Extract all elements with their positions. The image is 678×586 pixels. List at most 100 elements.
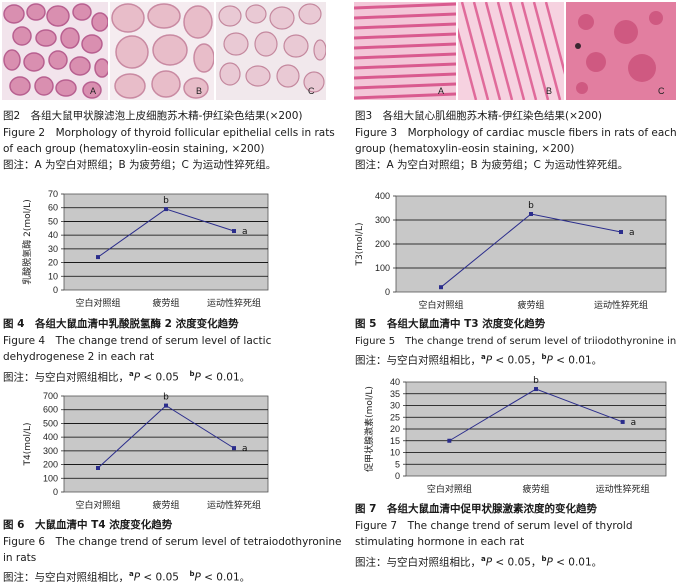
fig7-significance-label: b: [533, 376, 539, 386]
fig4-data-point: [232, 229, 236, 234]
fig3-panel-a-micrograph: [354, 2, 456, 100]
fig5-data-point: [619, 230, 623, 234]
fig7-note-a: a: [481, 555, 486, 563]
fig7-ytick-label: 15: [390, 436, 400, 446]
fig4-note-p1: P: [133, 371, 141, 384]
fig4-chart-svg: 0 10 20 30 40 50 60 70 乳酸脱氢酶 2(mol/L) 空白对照组 疲劳组 运动性…: [21, 189, 269, 309]
fig4-chart: 0 10 20 30 40 50 60 70 乳酸脱氢酶 2(mol/L) 空白对照组 疲劳组 运动性…: [2, 188, 278, 314]
fig4-significance-label: b: [163, 196, 169, 206]
fig6-category-label: 空白对照组: [75, 499, 120, 511]
fig4-ytick-label: 20: [48, 258, 58, 268]
fig6-ytick-label: 700: [43, 391, 58, 401]
fig4-category-label: 疲劳组: [152, 297, 179, 309]
fig3-caption-cn: 图3 各组大鼠心肌细胞苏木精-伊红染色结果(×200): [355, 110, 603, 122]
fig6-chart: 0 100 200 300 400 500 600 700 T4(mol/L) 空白对照组 疲劳组 运…: [2, 390, 278, 516]
fig6-note-p2: P: [194, 571, 201, 584]
fig6-note-v2: < 0.01。: [200, 571, 251, 584]
fig2-panel-b-micrograph: [110, 2, 214, 100]
fig6-data-point: [164, 403, 168, 408]
fig5-note-a: a: [481, 353, 486, 361]
fig3-panel-c-micrograph: [566, 2, 676, 100]
fig6-significance-label: b: [163, 393, 169, 403]
fig6-note-b: b: [189, 570, 195, 578]
fig7-significance-label: a: [631, 418, 637, 428]
fig7-data-point: [447, 438, 452, 443]
fig2-caption-en-2: of each group (hematoxylin-eosin stainin…: [3, 143, 265, 155]
fig4-caption-cn: 图 4 各组大鼠血清中乳酸脱氢酶 2 浓度变化趋势: [3, 318, 239, 330]
fig7-ytick-label: 35: [390, 389, 400, 399]
fig7-note-v1: < 0.05，: [492, 556, 542, 569]
fig3-note: 图注：A 为空白对照组；B 为疲劳组；C 为运动性猝死组。: [355, 159, 629, 171]
fig4-category-label: 运动性猝死组: [207, 297, 261, 309]
fig7-note-p1: P: [485, 556, 493, 569]
fig3-panel-a-label: A: [438, 86, 445, 96]
fig6-ytick-label: 100: [43, 473, 58, 483]
fig3-panel-b-label: B: [546, 86, 553, 96]
fig5-ytick-label: 0: [385, 287, 390, 297]
fig4-caption-en-2: dehydrogenese 2 in each rat: [3, 351, 155, 363]
fig5-caption-cn: 图 5 各组大鼠血清中 T3 浓度变化趋势: [355, 318, 546, 330]
fig7-ytick-label: 10: [390, 448, 400, 458]
fig5-note-p2: P: [546, 354, 553, 367]
fig7-caption-en-1: Figure 7 The change trend of serum level…: [355, 520, 633, 532]
fig4-ytick-label: 10: [48, 271, 58, 281]
fig6-caption-cn: 图 6 大鼠血清中 T4 浓度变化趋势: [3, 519, 173, 531]
fig4-ytick-label: 30: [48, 244, 58, 254]
fig6-note-prefix: 图注：与空白对照组相比，: [3, 571, 129, 584]
fig4-note-v1: < 0.05: [140, 371, 190, 384]
fig3-panel-c-label: C: [658, 86, 665, 96]
fig2-caption-en-1: Figure 2 Morphology of thyroid follicula…: [3, 127, 335, 139]
fig5-ytick-label: 200: [375, 239, 390, 249]
fig6-significance-label: a: [242, 444, 248, 454]
fig6-note: 图注：与空白对照组相比，aP < 0.05 bP < 0.01。: [3, 567, 250, 586]
fig6-category-label: 运动性猝死组: [207, 499, 261, 511]
fig7-chart: 0 5 10 15 20 25 30 35 40 促甲状腺激素(mol/L) 空白对照组 疲劳组 运动性…: [354, 374, 676, 500]
fig5-chart: 0 100 200 300 400 T3(mol/L) 空白对照组 疲劳组 运动性猝死组 b a: [354, 190, 676, 316]
fig6-caption-en-2: in rats: [3, 552, 37, 564]
fig5-significance-label: b: [528, 201, 534, 211]
fig2-caption-cn: 图2 各组大鼠甲状腺滤泡上皮细胞苏木精-伊红染色结果(×200): [3, 110, 303, 122]
fig5-ytick-label: 400: [375, 191, 390, 201]
fig4-note-a: a: [129, 370, 134, 378]
fig4-ytick-label: 70: [48, 189, 58, 199]
fig7-note-p2: P: [546, 556, 553, 569]
fig7-ylabel: 促甲状腺激素(mol/L): [363, 386, 375, 472]
fig7-caption-en-2: stimulating hormone in each rat: [355, 536, 525, 548]
fig2-panel-c: C: [216, 2, 326, 100]
fig7-ytick-label: 0: [395, 471, 400, 481]
fig7-data-point: [534, 387, 538, 392]
fig7-ytick-label: 25: [390, 412, 400, 422]
fig5-note-v1: < 0.05，: [492, 354, 542, 367]
fig4-note: 图注：与空白对照组相比，aP < 0.05 bP < 0.01。: [3, 367, 250, 386]
fig3-caption-en-1: Figure 3 Morphology of cardiac muscle fi…: [355, 127, 677, 139]
fig2-panel-a-micrograph: [2, 2, 108, 100]
fig4-ylabel: 乳酸脱氢酶 2(mol/L): [21, 199, 33, 284]
fig6-ylabel: T4(mol/L): [23, 422, 33, 466]
fig6-plot-area: [63, 395, 269, 493]
fig6-ytick-label: 0: [53, 487, 58, 497]
fig5-note: 图注：与空白对照组相比，aP < 0.05，bP < 0.01。: [355, 350, 602, 369]
fig5-ytick-label: 100: [375, 263, 390, 273]
fig6-note-p1: P: [133, 571, 141, 584]
fig3-caption-en-2: group (hematoxylin-eosin staining, ×200): [355, 143, 575, 155]
fig5-note-prefix: 图注：与空白对照组相比，: [355, 354, 481, 367]
fig7-note: 图注：与空白对照组相比，aP < 0.05，bP < 0.01。: [355, 552, 602, 571]
fig5-category-label: 空白对照组: [418, 299, 463, 311]
fig5-data-point: [529, 212, 533, 216]
fig5-chart-svg: 0 100 200 300 400 T3(mol/L) 空白对照组 疲劳组 运动性猝死组 b a: [355, 191, 667, 311]
fig5-category-label: 疲劳组: [517, 299, 544, 311]
fig5-caption-en-1: Figure 5 The change trend of serum level…: [355, 336, 678, 347]
fig6-ytick-label: 300: [43, 446, 58, 456]
fig5-note-v2: < 0.01。: [552, 354, 603, 367]
fig6-ytick-label: 400: [43, 432, 58, 442]
fig5-note-p1: P: [485, 354, 493, 367]
fig6-ytick-label: 500: [43, 418, 58, 428]
fig6-chart-svg: 0 100 200 300 400 500 600 700 T4(mol/L) 空白对照组 疲劳组 运…: [23, 391, 269, 511]
fig3-panel-a: A: [354, 2, 456, 100]
fig4-ytick-label: 60: [48, 203, 58, 213]
fig4-ytick-label: 0: [53, 285, 58, 295]
fig7-ytick-label: 40: [390, 377, 400, 387]
fig4-data-point: [96, 255, 100, 260]
fig6-caption-en-1: Figure 6 The change trend of serum level…: [3, 536, 342, 548]
